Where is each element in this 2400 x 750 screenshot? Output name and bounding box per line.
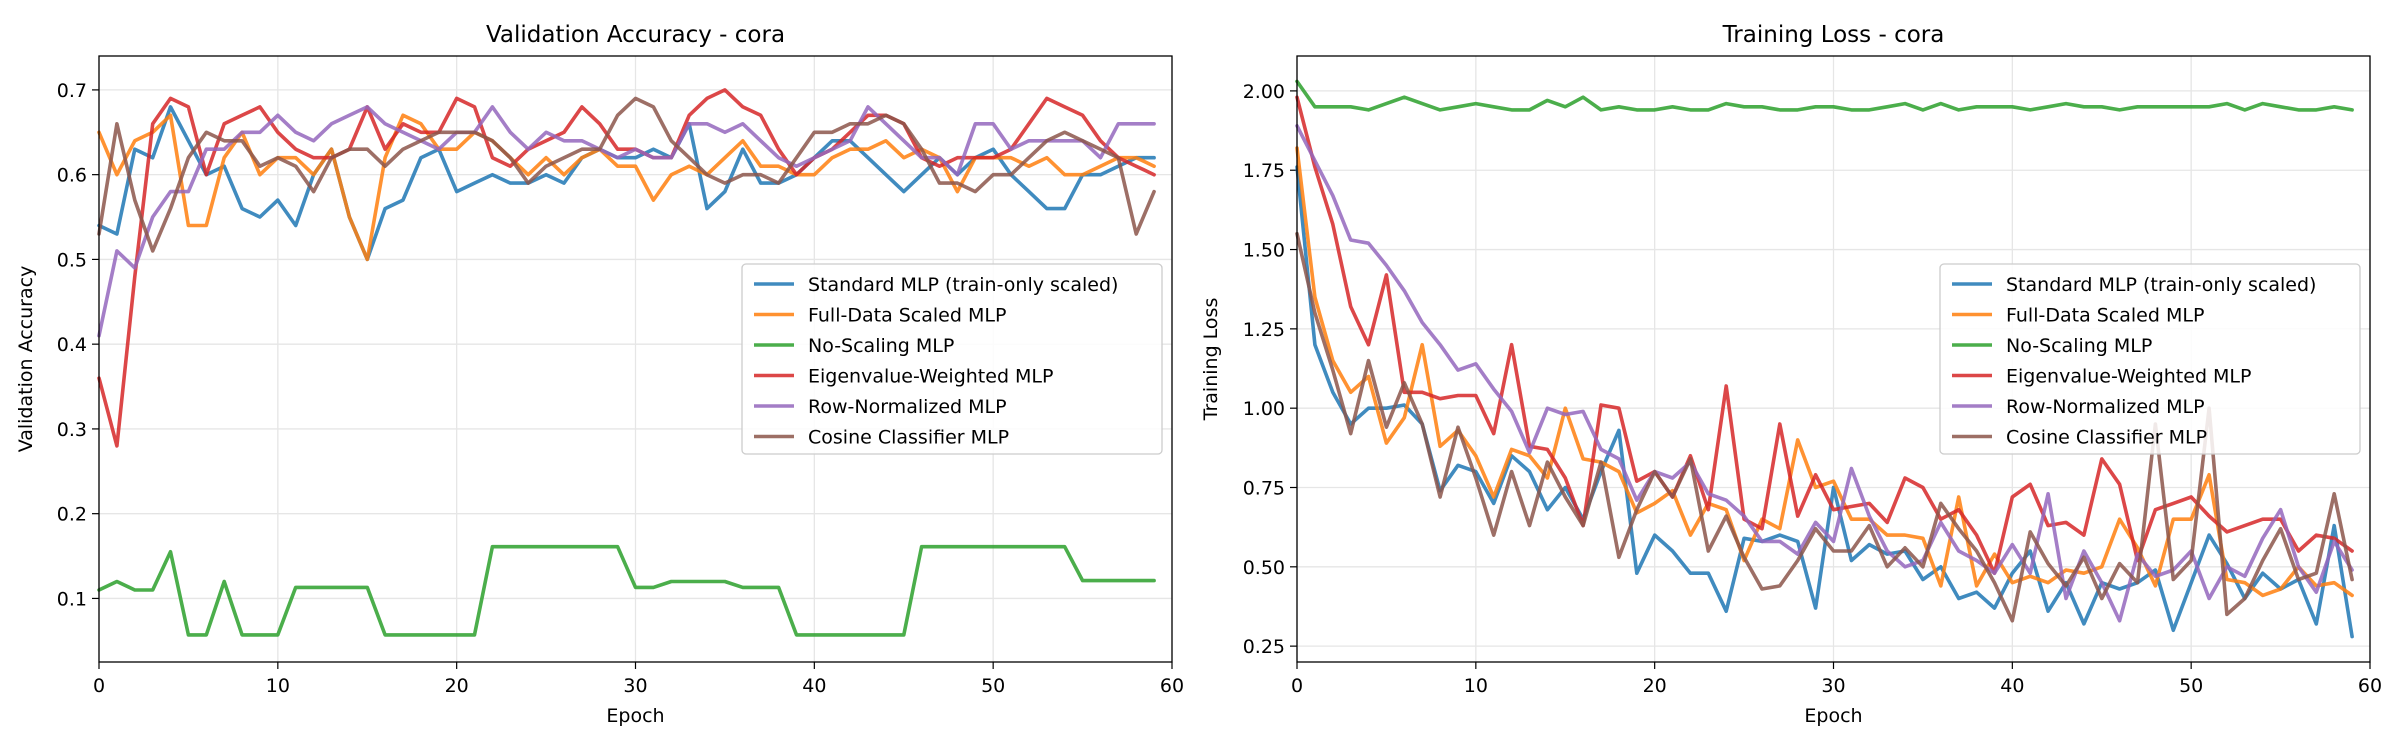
y-tick-label: 0.50	[1243, 557, 1285, 579]
legend: Standard MLP (train-only scaled) Full-Dat…	[1939, 263, 2361, 455]
y-tick-label: 0.3	[57, 419, 87, 441]
legend-box	[741, 263, 1163, 455]
training-loss-chart: Training Loss - cora Epoch Training Loss…	[1200, 22, 2382, 727]
legend-label: Eigenvalue-Weighted MLP	[808, 366, 1053, 388]
series-line	[97, 113, 1156, 262]
x-tick-label: 60	[1160, 675, 1184, 697]
legend-label: Row-Normalized MLP	[2006, 396, 2205, 418]
y-tick-label: 0.1	[57, 588, 87, 610]
y-tick-label: 1.75	[1243, 160, 1285, 182]
legend-label: Row-Normalized MLP	[808, 396, 1007, 418]
x-tick-label: 20	[1643, 675, 1667, 697]
y-tick-label: 0.2	[57, 504, 87, 526]
plot-frame	[1296, 55, 2371, 663]
y-tick-label: 1.25	[1243, 319, 1285, 341]
series-lines	[1295, 79, 2354, 639]
y-tick-label: 1.50	[1243, 240, 1285, 262]
legend-label: Cosine Classifier MLP	[808, 427, 1009, 449]
x-tick-label: 50	[981, 675, 1005, 697]
legend-label: Cosine Classifier MLP	[2006, 427, 2207, 449]
y-axis-label: Training Loss	[1200, 298, 1222, 422]
legend-box	[1939, 263, 2361, 455]
x-tick-label: 10	[266, 675, 290, 697]
series-lines	[97, 88, 1156, 637]
x-tick-label: 40	[802, 675, 826, 697]
chart-title: Validation Accuracy - cora	[486, 22, 785, 48]
validation-accuracy-chart: Validation Accuracy - cora Epoch Validat…	[15, 22, 1184, 727]
x-tick-label: 60	[2358, 675, 2382, 697]
y-axis-label: Validation Accuracy	[15, 266, 37, 453]
series-line	[1295, 124, 2354, 623]
legend-label: Standard MLP (train-only scaled)	[808, 274, 1118, 296]
legend-label: Full-Data Scaled MLP	[2006, 305, 2204, 327]
legend-label: No-Scaling MLP	[2006, 335, 2152, 357]
y-tick-label: 2.00	[1243, 81, 1285, 103]
series-line	[1295, 146, 2354, 598]
series-line	[1295, 79, 2354, 112]
x-axis-label: Epoch	[1804, 705, 1862, 727]
axis-ticks: 0 10 20 30 40 50 60 0.1 0.2 0.3 0.4 0.5 0.6 0.7	[57, 80, 1184, 697]
y-tick-label: 0.5	[57, 249, 87, 271]
y-tick-label: 0.75	[1243, 477, 1285, 499]
chart-title: Training Loss - cora	[1722, 22, 1945, 48]
x-tick-label: 40	[2000, 675, 2024, 697]
series-line	[97, 544, 1156, 637]
series-line	[1295, 231, 2354, 623]
series-line	[1295, 95, 2354, 576]
x-tick-label: 0	[1291, 675, 1303, 697]
series-line	[97, 105, 1156, 338]
axis-ticks: 0 10 20 30 40 50 60 0.25 0.50 0.75 1.00 1.25 1.50 1.7…	[1243, 81, 2382, 697]
x-tick-label: 50	[2179, 675, 2203, 697]
legend: Standard MLP (train-only scaled) Full-Dat…	[741, 263, 1163, 455]
x-axis-label: Epoch	[606, 705, 664, 727]
x-tick-label: 30	[1821, 675, 1845, 697]
y-tick-label: 0.6	[57, 165, 87, 187]
x-tick-label: 10	[1464, 675, 1488, 697]
y-tick-label: 0.7	[57, 80, 87, 102]
y-tick-label: 0.4	[57, 334, 87, 356]
x-tick-label: 0	[93, 675, 105, 697]
y-tick-label: 0.25	[1243, 636, 1285, 658]
y-tick-label: 1.00	[1243, 398, 1285, 420]
legend-label: Eigenvalue-Weighted MLP	[2006, 366, 2251, 388]
legend-label: No-Scaling MLP	[808, 335, 954, 357]
x-tick-label: 30	[623, 675, 647, 697]
x-tick-label: 20	[445, 675, 469, 697]
plot-frame	[98, 55, 1173, 663]
series-line	[97, 96, 1156, 253]
legend-label: Full-Data Scaled MLP	[808, 305, 1006, 327]
series-line	[97, 88, 1156, 448]
legend-label: Standard MLP (train-only scaled)	[2006, 274, 2316, 296]
